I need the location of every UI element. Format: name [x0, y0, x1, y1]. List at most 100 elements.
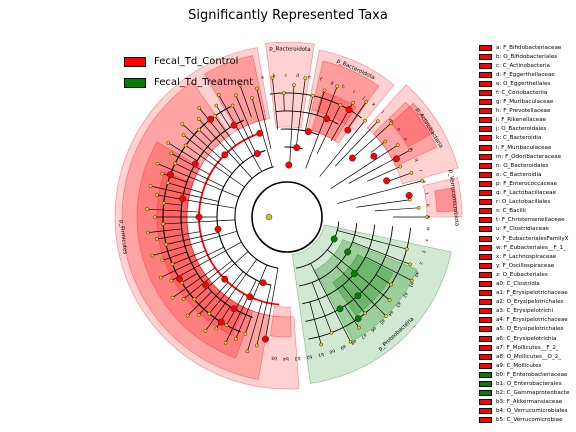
- tree-branch: [181, 272, 198, 284]
- taxa-legend-label: t: F_Christensenellaceae: [496, 217, 565, 224]
- leaf-node: [255, 86, 259, 91]
- leaf-node: [408, 148, 412, 153]
- leaf-node: [197, 106, 202, 110]
- taxa-legend-swatch: [479, 408, 492, 415]
- tree-branch: [182, 123, 222, 159]
- taxa-legend-swatch: [479, 335, 492, 342]
- taxa-legend-label: p: F_Enterococcaceae: [496, 180, 558, 187]
- family-sector: [269, 305, 292, 338]
- tree-branch: [171, 153, 211, 175]
- sector-label: p: [408, 147, 414, 152]
- leaf-node: [310, 93, 315, 98]
- group-legend: Fecal_Td_Control Fecal_Td_Treatment: [124, 51, 253, 93]
- taxa-legend-label: a3: C_Erysipelotrichi: [496, 308, 554, 315]
- taxa-legend-swatch: [479, 144, 492, 151]
- leaf-node: [170, 295, 175, 300]
- tree-arc: [234, 166, 279, 269]
- sector-label: g: [330, 81, 334, 87]
- tree-branch: [327, 249, 390, 301]
- significant-node: [253, 150, 261, 158]
- taxa-legend-entry: n: O_Bacteroidales: [479, 161, 569, 170]
- leaf-node: [153, 215, 157, 219]
- leaf-node: [420, 178, 425, 183]
- taxa-legend-swatch: [479, 90, 492, 97]
- tree-branch: [247, 301, 263, 352]
- leaf-node: [348, 339, 353, 344]
- leaf-node: [173, 161, 178, 166]
- taxa-legend-label: w: F_Eubacteriales__F_1_: [496, 244, 566, 251]
- leaf-node: [363, 118, 367, 123]
- taxa-legend-swatch: [479, 62, 492, 69]
- tree-branch: [352, 123, 392, 159]
- taxa-legend-label: q: F_Lactobacillaceae: [496, 190, 556, 197]
- phylum-sector: [265, 41, 315, 129]
- taxa-legend-swatch: [479, 99, 492, 106]
- taxa-legend-swatch: [479, 399, 492, 406]
- order-sector: [136, 141, 254, 359]
- taxa-legend-label: b5: C_Verrucomicrobiae: [496, 417, 563, 424]
- leaf-node: [224, 323, 229, 328]
- sector-label: e: [307, 75, 311, 80]
- taxa-legend-entry: a7: F_Mollicutes__F_2_: [479, 343, 569, 352]
- significant-node: [304, 128, 312, 136]
- taxa-legend-swatch: [479, 317, 492, 324]
- tree-branch: [166, 232, 219, 245]
- leaf-node: [338, 103, 343, 107]
- sector-label: n: [395, 127, 401, 132]
- sector-label: i: [352, 89, 356, 95]
- leaf-node: [160, 258, 165, 263]
- significant-node: [207, 115, 215, 123]
- leaf-node: [319, 342, 324, 347]
- tree-branch: [198, 118, 253, 179]
- tree-arc: [275, 110, 339, 125]
- taxa-legend-label: r: O_Lactobacillales: [496, 199, 551, 206]
- tree-branch: [309, 301, 322, 345]
- taxa-legend-entry: l: F_Muribaculaceae: [479, 143, 569, 152]
- taxa-legend-label: a0: C_Clostridia: [496, 280, 540, 287]
- leaf-node: [335, 84, 340, 89]
- taxa-legend-label: a2: O_Erysipelotrichales: [496, 299, 564, 306]
- leaf-node: [409, 278, 414, 283]
- taxa-legend-label: f: C_Coriobacteriia: [496, 90, 548, 97]
- significant-node: [344, 248, 352, 256]
- tree-branch: [235, 95, 254, 137]
- taxa-legend-swatch: [479, 226, 492, 233]
- sector-label: s: [421, 180, 427, 184]
- taxa-legend-swatch: [479, 135, 492, 142]
- tree-branch: [172, 250, 206, 265]
- tree-branch: [215, 306, 231, 329]
- taxa-legend-entry: b: O_Bifidobacteriales: [479, 52, 569, 61]
- taxa-legend-swatch: [479, 280, 492, 287]
- taxa-legend-entry: z: O_Eubacteriales: [479, 270, 569, 279]
- sector-label: a: [261, 75, 265, 80]
- sector-label: k: [371, 102, 377, 109]
- tree-branch: [194, 251, 249, 300]
- taxa-legend-swatch: [479, 417, 492, 424]
- taxa-legend-swatch: [479, 217, 492, 224]
- leaf-node: [192, 297, 197, 302]
- tree-branch: [352, 241, 411, 265]
- taxa-legend-entry: d: F_Eggerthellaceae: [479, 70, 569, 79]
- sector-label: a6: [369, 325, 377, 333]
- taxa-legend-label: e: O_Eggerthellales: [496, 80, 551, 87]
- taxa-legend-entry: e: O_Eggerthellales: [479, 79, 569, 88]
- taxa-legend-entry: s: C_Bacilli: [479, 207, 569, 216]
- tree-branch: [185, 145, 245, 188]
- taxa-legend-label: a8: O_Mollicutes__O_2_: [496, 353, 562, 360]
- taxa-legend-entry: a8: O_Mollicutes__O_2_: [479, 352, 569, 361]
- tree-branch: [215, 105, 231, 128]
- leaf-node: [169, 278, 174, 283]
- leaf-node: [145, 207, 150, 212]
- taxa-legend-label: c: C_Actinobacteria: [496, 62, 550, 69]
- leaf-node: [164, 242, 168, 247]
- leaf-node: [384, 314, 388, 318]
- taxa-legend-entry: x: F_Lachnospiraceae: [479, 252, 569, 261]
- taxa-legend-label: u: F_Clostridiaceae: [496, 226, 549, 233]
- significant-node: [256, 129, 264, 137]
- leaf-node: [169, 151, 174, 156]
- tree-branch: [386, 172, 412, 182]
- tree-branch: [147, 208, 200, 213]
- taxa-legend-swatch: [479, 80, 492, 87]
- leaf-node: [363, 311, 367, 316]
